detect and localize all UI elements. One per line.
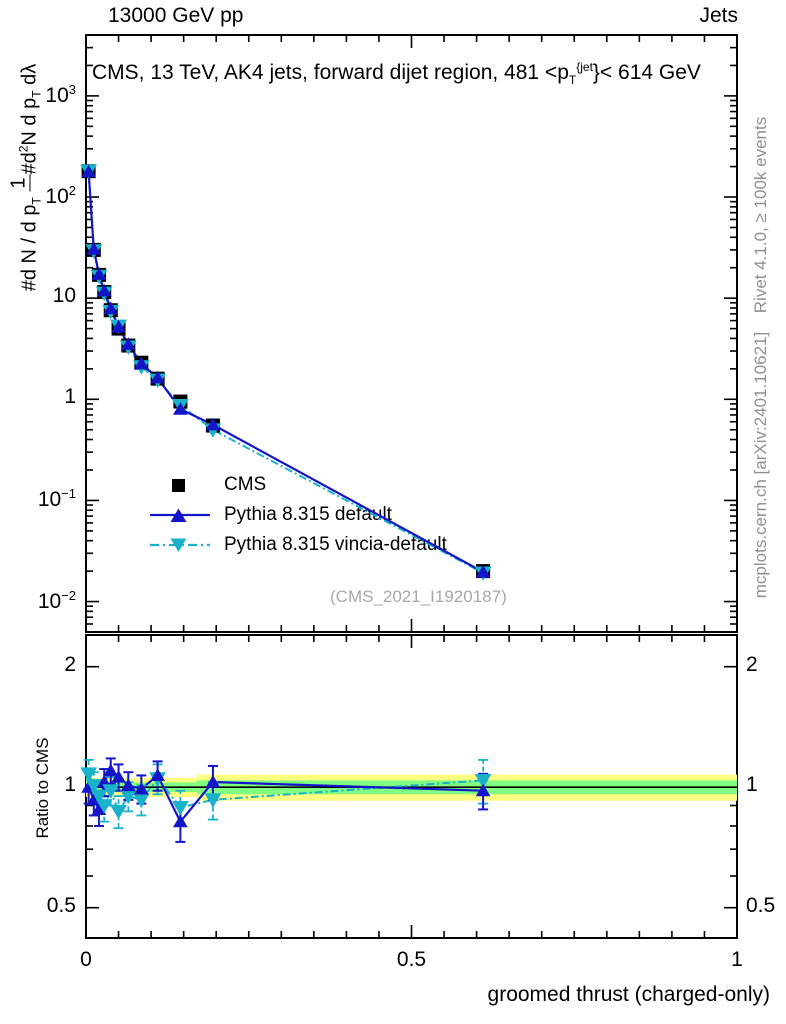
- legend-label-pythia-default: Pythia 8.315 default: [224, 504, 392, 525]
- x-axis-tick-label: 1: [731, 948, 743, 971]
- plot-title-suffix: }< 614 GeV: [592, 61, 701, 84]
- ratio-y-tick-label-right: 0.5: [746, 893, 776, 917]
- ratio-y-tick-label-left: 0.5: [46, 893, 76, 917]
- y-axis-tick-label: 103: [45, 81, 76, 107]
- plot-title-prefix: CMS, 13 TeV, AK4 jets, forward dijet reg…: [92, 61, 569, 84]
- default-marker-ratio: [111, 770, 126, 783]
- default-marker-main: [150, 370, 165, 384]
- default-marker-main: [133, 356, 149, 370]
- x-axis-tick-label: 0.5: [396, 948, 427, 971]
- legend-label-cms: CMS: [224, 474, 267, 495]
- header-category-label: Jets: [699, 4, 738, 27]
- vincia-marker-ratio: [90, 789, 108, 805]
- vincia-marker-ratio: [474, 773, 492, 789]
- legend-marker-square-icon: [150, 472, 214, 498]
- default-marker-main: [91, 267, 107, 280]
- legend-dashdot-line-down-triangle-icon: [150, 532, 214, 558]
- default-marker-ratio: [133, 781, 149, 795]
- vincia-marker-ratio: [171, 801, 189, 816]
- default-marker-main: [103, 301, 119, 315]
- default-marker-ratio: [91, 802, 107, 816]
- ratio-y-tick-label-right: 2: [746, 652, 758, 676]
- y-axis-tick-label: 102: [45, 183, 76, 209]
- vincia-marker-ratio: [204, 793, 222, 808]
- default-marker-ratio: [86, 792, 102, 806]
- header-beam-label: 13000 GeV pp: [108, 4, 244, 27]
- x-axis-tick-label: 0: [80, 948, 92, 971]
- default-marker-main: [86, 242, 102, 255]
- vincia-marker-ratio: [110, 805, 127, 820]
- plot-title-sub: T: [568, 73, 577, 88]
- default-marker-main: [475, 564, 491, 578]
- vincia-marker-ratio: [95, 799, 113, 814]
- legend-item-cms[interactable]: CMS: [150, 470, 447, 500]
- default-marker-main: [120, 337, 136, 350]
- ratio-y-tick-label-right: 1: [746, 773, 758, 797]
- default-marker-ratio: [150, 768, 165, 782]
- default-marker-ratio: [173, 814, 188, 828]
- default-marker-ratio: [103, 763, 119, 777]
- default-marker-main: [173, 402, 188, 415]
- vincia-marker-ratio: [85, 779, 103, 794]
- plot-title-sup: {jet: [576, 60, 593, 74]
- legend-label-pythia-vincia: Pythia 8.315 vincia-default: [224, 534, 447, 555]
- legend-line-up-triangle-icon: [150, 502, 214, 528]
- vincia-marker-ratio: [80, 767, 98, 782]
- x-axis-title: groomed thrust (charged-only): [487, 983, 770, 1006]
- y-axis-tick-label: 10: [52, 284, 76, 308]
- legend: CMS Pythia 8.315 default Pythia 8.315 vi…: [150, 470, 447, 560]
- analysis-id-watermark: (CMS_2021_I1920187): [330, 587, 507, 606]
- default-marker-main: [81, 164, 96, 178]
- vincia-line-main: [87, 170, 484, 574]
- ratio-y-tick-label-left: 2: [64, 652, 76, 676]
- plot-title: CMS, 13 TeV, AK4 jets, forward dijet reg…: [92, 60, 701, 87]
- vincia-marker-ratio: [119, 789, 137, 805]
- y-axis-tick-label: 1: [64, 385, 76, 409]
- y-axis-tick-label: 10−2: [37, 587, 76, 613]
- default-marker-main: [111, 319, 126, 333]
- vincia-marker-ratio: [132, 793, 150, 808]
- legend-item-pythia-default[interactable]: Pythia 8.315 default: [150, 500, 447, 530]
- default-marker-main: [205, 417, 221, 431]
- y-axis-tick-label: 10−1: [37, 486, 76, 512]
- ratio-y-tick-label-left: 1: [64, 773, 76, 797]
- default-marker-ratio: [475, 783, 491, 797]
- default-marker-ratio: [205, 775, 221, 788]
- legend-item-pythia-vincia[interactable]: Pythia 8.315 vincia-default: [150, 530, 447, 560]
- vincia-marker-ratio: [102, 784, 120, 799]
- default-marker-ratio: [120, 778, 136, 792]
- default-marker-main: [96, 283, 112, 297]
